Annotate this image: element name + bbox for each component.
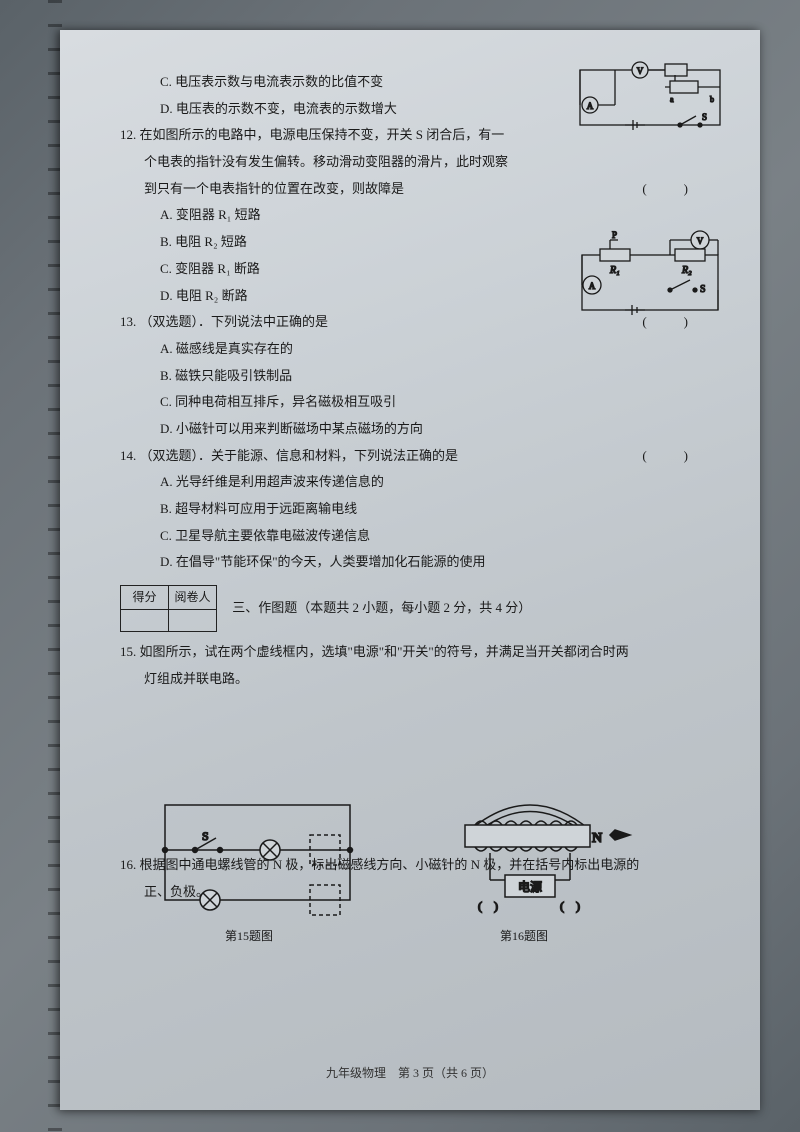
q12-stem-line2: 个电表的指针没有发生偏转。移动滑动变阻器的滑片，此时观察 [120, 150, 710, 175]
q15-stem-line2: 灯组成并联电路。 [120, 667, 710, 692]
score-header-1: 得分 [121, 586, 169, 610]
q13-option-b: B. 磁铁只能吸引铁制品 [120, 364, 710, 389]
q13-option-c: C. 同种电荷相互排斥，异名磁极相互吸引 [120, 390, 710, 415]
q15-stem-line1: 15. 如图所示，试在两个虚线框内，选填"电源"和"开关"的符号，并满足当开关都… [120, 640, 710, 665]
q14-option-c: C. 卫星导航主要依靠电磁波传递信息 [120, 524, 710, 549]
svg-text:N: N [592, 831, 602, 846]
section-3-header: 得分阅卷人 三、作图题（本题共 2 小题，每小题 2 分，共 4 分） [120, 585, 710, 632]
svg-text:R₂: R₂ [681, 265, 692, 276]
q16-stem-line2: 正、负极。 [120, 880, 710, 905]
q14-stem: 14. （双选题）．关于能源、信息和材料，下列说法正确的是( ) [120, 444, 710, 469]
ammeter-label: A [587, 101, 594, 111]
page-footer: 九年级物理 第 3 页（共 6 页） [60, 1062, 760, 1085]
answer-paren: ( ) [666, 444, 700, 469]
q14-option-d: D. 在倡导"节能环保"的今天，人类要增加化石能源的使用 [120, 550, 710, 575]
score-table: 得分阅卷人 [120, 585, 217, 632]
q13-option-a: A. 磁感线是真实存在的 [120, 337, 710, 362]
q15-figure-label: 第15题图 [225, 925, 273, 948]
section-3-title: 三、作图题（本题共 2 小题，每小题 2 分，共 4 分） [232, 596, 531, 621]
q16-figure-label: 第16题图 [500, 925, 548, 948]
score-cell-1 [121, 609, 169, 631]
svg-text:a: a [670, 95, 674, 104]
voltmeter-label: V [637, 66, 644, 76]
answer-paren: ( ) [642, 177, 700, 202]
q12-stem-line1: 12. 在如图所示的电路中，电源电压保持不变，开关 S 闭合后，有一 [120, 123, 710, 148]
q13-stem: 13. （双选题）．下列说法中正确的是( ) [120, 310, 710, 335]
score-cell-2 [169, 609, 217, 631]
svg-text:S: S [202, 829, 209, 843]
ammeter-label: A [589, 281, 596, 291]
q14-option-b: B. 超导材料可应用于远距离输电线 [120, 497, 710, 522]
q13-option-d: D. 小磁针可以用来判断磁场中某点磁场的方向 [120, 417, 710, 442]
svg-text:b: b [710, 95, 714, 104]
q12-stem-line3: 到只有一个电表指针的位置在改变，则故障是( ) [120, 177, 710, 202]
svg-text:S: S [700, 284, 706, 295]
q12-option-a: A. 变阻器 R₁ 短路 [120, 203, 710, 228]
exam-page: C. 电压表示数与电流表示数的比值不变 D. 电压表的示数不变，电流表的示数增大… [60, 30, 760, 1110]
svg-text:P: P [612, 230, 617, 240]
voltmeter-label: V [697, 236, 704, 246]
svg-text:S: S [702, 112, 707, 122]
q16-stem-line1: 16. 根据图中通电螺线管的 N 极，标出磁感线方向、小磁针的 N 极，并在括号… [120, 853, 710, 878]
svg-text:R₁: R₁ [609, 265, 620, 276]
score-header-2: 阅卷人 [169, 586, 217, 610]
answer-paren: ( ) [666, 310, 700, 335]
q14-option-a: A. 光导纤维是利用超声波来传递信息的 [120, 470, 710, 495]
